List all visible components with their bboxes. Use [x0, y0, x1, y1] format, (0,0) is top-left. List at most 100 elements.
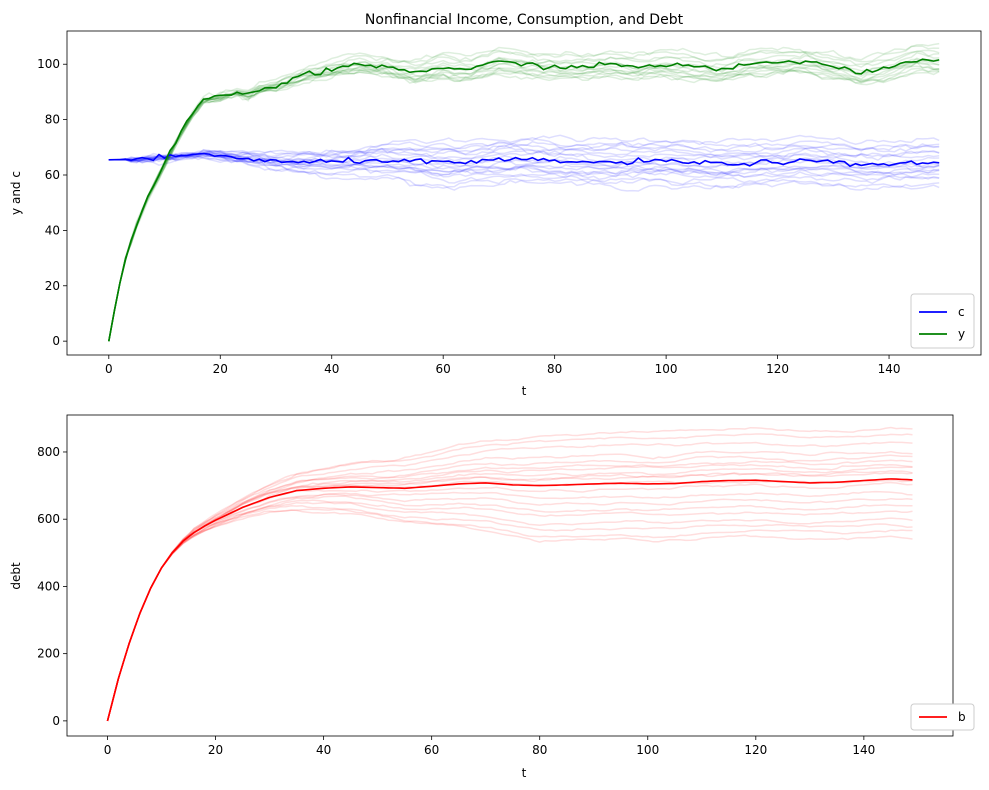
legend-label-y: y [958, 327, 965, 341]
bottom-y-tick-label: 600 [37, 512, 60, 526]
top-x-ticks: 0 20 40 60 80 100 120 140 [105, 355, 901, 376]
bottom-x-axis-label: t [522, 766, 527, 780]
faint-path-c [108, 144, 940, 163]
faint-path-b [106, 463, 913, 722]
bottom-x-tick-label: 20 [208, 743, 223, 757]
faint-path-c [108, 152, 940, 177]
faint-path-y [108, 67, 940, 342]
faint-path-c [108, 156, 940, 186]
faint-path-c [108, 154, 940, 190]
bottom-y-tick-label: 200 [37, 647, 60, 661]
top-x-axis-label: t [522, 384, 527, 398]
bottom-x-ticks: 0 20 40 60 80 100 120 140 [104, 736, 875, 757]
bottom-main-series [106, 478, 913, 722]
faint-path-b [106, 501, 913, 722]
top-x-tick-label: 120 [766, 362, 789, 376]
top-y-axis-label: y and c [9, 171, 23, 215]
top-x-tick-label: 80 [547, 362, 562, 376]
faint-path-b [106, 505, 913, 722]
bottom-axes-frame [66, 414, 954, 737]
bottom-x-tick-label: 140 [852, 743, 875, 757]
faint-path-y [108, 68, 940, 342]
bottom-x-tick-label: 0 [104, 743, 112, 757]
series-line-y [108, 58, 940, 342]
faint-path-b [106, 459, 913, 722]
top-x-tick-label: 100 [655, 362, 678, 376]
faint-path-b [106, 441, 913, 722]
bottom-y-tick-label: 0 [52, 714, 60, 728]
bottom-y-tick-label: 400 [37, 579, 60, 593]
top-y-tick-label: 100 [37, 57, 60, 71]
top-y-ticks: 0 20 40 60 80 100 [37, 57, 67, 348]
bottom-y-ticks: 0 200 400 600 800 [37, 445, 67, 728]
faint-path-y [108, 65, 940, 342]
faint-path-c [108, 140, 940, 163]
chart-title: Nonfinancial Income, Consumption, and De… [365, 12, 684, 28]
faint-path-y [108, 61, 940, 342]
legend-label-c: c [958, 305, 965, 319]
series-line-c [108, 152, 940, 168]
top-y-tick-label: 60 [45, 168, 60, 182]
top-y-tick-label: 80 [45, 113, 60, 127]
faint-path-b [106, 470, 913, 722]
faint-path-c [108, 152, 940, 175]
faint-path-c [108, 144, 940, 165]
top-chart: Nonfinancial Income, Consumption, and De… [9, 12, 982, 398]
faint-path-y [108, 57, 940, 342]
faint-path-b [106, 509, 913, 722]
faint-path-y [108, 69, 940, 342]
faint-path-b [106, 450, 913, 722]
top-y-tick-label: 20 [45, 279, 60, 293]
faint-path-y [108, 49, 940, 342]
top-x-tick-label: 20 [213, 362, 228, 376]
faint-path-y [108, 45, 940, 342]
bottom-legend: b [910, 703, 975, 731]
faint-path-b [106, 454, 913, 722]
faint-path-y [108, 57, 940, 342]
faint-path-c [108, 151, 940, 177]
bottom-y-axis-label: debt [9, 562, 23, 590]
faint-path-c [108, 134, 940, 161]
legend-label-b: b [958, 710, 966, 724]
faint-path-c [108, 153, 940, 181]
faint-path-b [106, 493, 913, 722]
faint-path-y [108, 50, 940, 342]
top-main-series [108, 58, 940, 342]
faint-path-b [106, 508, 913, 722]
faint-path-b [106, 472, 913, 722]
top-y-tick-label: 0 [52, 334, 60, 348]
bottom-faint-paths [106, 426, 913, 722]
faint-path-c [108, 141, 940, 162]
faint-path-c [108, 155, 940, 192]
top-legend: c y [910, 293, 975, 349]
bottom-x-tick-label: 60 [424, 743, 439, 757]
faint-path-c [108, 137, 940, 162]
top-faint-paths [108, 42, 940, 342]
top-x-tick-label: 60 [436, 362, 451, 376]
top-x-tick-label: 40 [324, 362, 339, 376]
faint-path-b [106, 426, 913, 722]
top-y-tick-label: 40 [45, 223, 60, 237]
faint-path-y [108, 51, 940, 342]
faint-path-y [108, 61, 940, 342]
bottom-y-tick-label: 800 [37, 445, 60, 459]
bottom-x-tick-label: 100 [636, 743, 659, 757]
bottom-x-tick-label: 40 [316, 743, 331, 757]
faint-path-b [106, 490, 913, 722]
faint-path-y [108, 61, 940, 342]
faint-path-b [106, 495, 913, 722]
bottom-x-tick-label: 120 [744, 743, 767, 757]
faint-path-b [106, 433, 913, 722]
faint-path-c [108, 151, 940, 178]
faint-path-c [108, 150, 940, 168]
bottom-x-tick-label: 80 [532, 743, 547, 757]
top-axes-frame [66, 30, 982, 356]
top-x-tick-label: 140 [878, 362, 901, 376]
faint-path-b [106, 499, 913, 722]
faint-path-y [108, 42, 940, 342]
series-line-b [106, 478, 913, 722]
faint-path-c [108, 148, 940, 163]
top-x-tick-label: 0 [105, 362, 113, 376]
